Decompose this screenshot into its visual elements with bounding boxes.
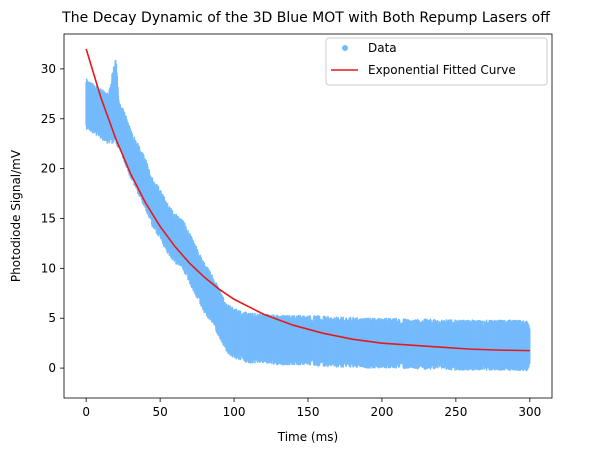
x-axis-label: Time (ms)	[277, 430, 339, 444]
legend-label-data: Data	[368, 41, 397, 55]
fitted-curve-layer	[85, 48, 530, 352]
y-tick-label: 25	[41, 112, 56, 126]
y-axis-ticks: 0 5 10 15 20 25 30	[41, 62, 64, 375]
y-tick-label: 5	[48, 311, 56, 325]
legend-label-fitted-curve: Exponential Fitted Curve	[368, 63, 516, 77]
x-tick-label: 200	[370, 405, 393, 419]
legend-marker-data	[342, 45, 348, 51]
y-tick-label: 0	[48, 361, 56, 375]
x-tick-label: 250	[444, 405, 467, 419]
x-tick-label: 0	[82, 405, 90, 419]
x-tick-label: 50	[152, 405, 167, 419]
x-tick-label: 300	[518, 405, 541, 419]
x-tick-label: 150	[297, 405, 320, 419]
legend: Data Exponential Fitted Curve	[325, 37, 548, 86]
y-tick-label: 30	[41, 62, 56, 76]
chart-title: The Decay Dynamic of the 3D Blue MOT wit…	[61, 10, 550, 26]
legend-box	[325, 37, 548, 86]
y-tick-label: 20	[41, 162, 56, 176]
y-axis-label: Photodiode Signal/mV	[9, 149, 23, 282]
x-axis-ticks: 0 50 100 150 200 250 300	[82, 398, 541, 419]
plot-area	[63, 33, 553, 399]
y-tick-label: 10	[41, 261, 56, 275]
fitted-curve-line	[85, 48, 530, 352]
y-tick-label: 15	[41, 211, 56, 225]
x-tick-label: 100	[223, 405, 246, 419]
